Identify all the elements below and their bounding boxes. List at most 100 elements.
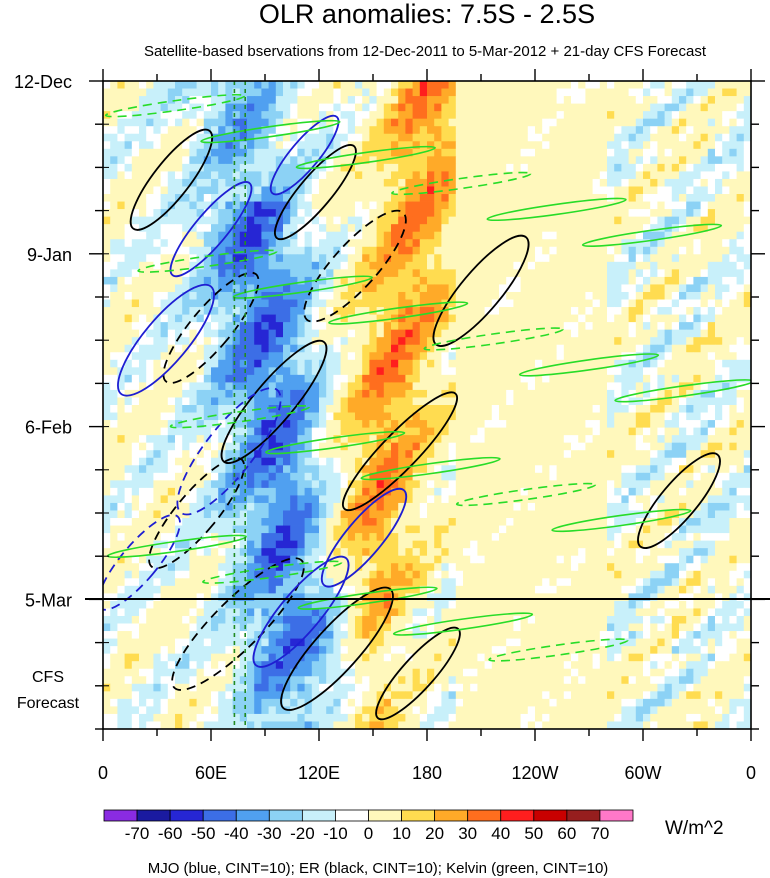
field-cell: [211, 450, 219, 459]
field-cell: [679, 427, 687, 436]
field-cell: [614, 450, 622, 459]
field-cell: [535, 216, 543, 225]
field-cell: [362, 374, 370, 383]
field-cell: [268, 352, 277, 361]
field-cell: [369, 216, 377, 225]
field-cell: [412, 457, 421, 466]
field-cell: [189, 435, 197, 444]
field-cell: [247, 397, 255, 406]
field-cell: [715, 133, 723, 142]
field-cell: [542, 171, 550, 180]
field-cell: [254, 374, 262, 383]
field-cell: [506, 352, 514, 361]
field-cell: [715, 427, 723, 436]
field-cell: [643, 487, 651, 496]
field-cell: [196, 322, 205, 331]
field-cell: [319, 194, 327, 202]
field-cell: [247, 261, 255, 270]
field-cell: [211, 322, 219, 331]
field-cell: [347, 178, 356, 187]
field-cell: [182, 163, 190, 172]
field-cell: [477, 156, 485, 165]
field-cell: [347, 382, 356, 391]
field-cell: [700, 405, 709, 413]
field-cell: [110, 495, 118, 504]
field-cell: [700, 171, 709, 180]
field-cell: [383, 405, 392, 413]
field-cell: [254, 389, 262, 398]
field-cell: [160, 231, 169, 240]
field-cell: [743, 148, 751, 157]
field-cell: [261, 299, 269, 308]
field-cell: [671, 322, 680, 331]
field-cell: [707, 111, 716, 120]
field-cell: [290, 239, 298, 248]
field-cell: [556, 344, 565, 353]
field-cell: [333, 382, 341, 391]
field-cell: [549, 420, 557, 428]
field-cell: [499, 133, 507, 142]
field-cell: [635, 284, 644, 293]
field-cell: [679, 337, 687, 346]
field-cell: [527, 322, 536, 331]
field-cell: [455, 239, 464, 248]
field-cell: [347, 405, 356, 413]
field-cell: [707, 163, 716, 172]
field-cell: [484, 412, 493, 421]
field-cell: [383, 133, 392, 142]
field-cell: [153, 382, 161, 391]
field-cell: [297, 389, 305, 398]
field-cell: [628, 163, 637, 172]
field-cell: [319, 374, 327, 383]
field-cell: [297, 367, 305, 376]
field-cell: [599, 307, 608, 315]
field-cell: [153, 457, 161, 466]
field-cell: [556, 141, 565, 150]
field-cell: [599, 224, 608, 233]
field-cell: [650, 427, 658, 436]
field-cell: [650, 374, 658, 383]
field-cell: [153, 96, 161, 104]
field-cell: [614, 465, 622, 474]
field-cell: [247, 81, 255, 89]
field-cell: [671, 239, 680, 248]
field-cell: [225, 435, 233, 444]
field-cell: [657, 374, 665, 383]
field-cell: [578, 178, 586, 187]
field-cell: [470, 239, 478, 248]
field-cell: [599, 435, 608, 444]
field-cell: [470, 405, 478, 413]
field-cell: [290, 374, 298, 383]
field-cell: [376, 465, 385, 474]
field-cell: [196, 209, 205, 218]
field-cell: [722, 81, 730, 89]
field-cell: [607, 322, 615, 331]
field-cell: [513, 118, 521, 127]
field-cell: [304, 427, 313, 436]
field-cell: [527, 412, 536, 421]
field-cell: [635, 133, 644, 142]
field-cell: [103, 457, 111, 466]
field-cell: [743, 186, 751, 195]
field-cell: [700, 397, 709, 406]
field-cell: [621, 201, 629, 210]
field-cell: [499, 412, 507, 421]
field-cell: [729, 201, 737, 210]
field-cell: [261, 126, 269, 135]
field-cell: [535, 472, 543, 481]
field-cell: [484, 88, 493, 97]
field-cell: [614, 216, 622, 225]
field-cell: [736, 224, 745, 233]
field-cell: [283, 472, 291, 481]
field-cell: [311, 389, 320, 398]
field-cell: [196, 111, 205, 120]
field-cell: [650, 329, 658, 338]
field-cell: [513, 450, 521, 459]
field-cell: [247, 472, 255, 481]
field-cell: [635, 103, 644, 112]
field-cell: [225, 276, 233, 285]
field-cell: [261, 389, 269, 398]
field-cell: [283, 352, 291, 361]
field-cell: [448, 178, 457, 187]
field-cell: [556, 81, 565, 89]
